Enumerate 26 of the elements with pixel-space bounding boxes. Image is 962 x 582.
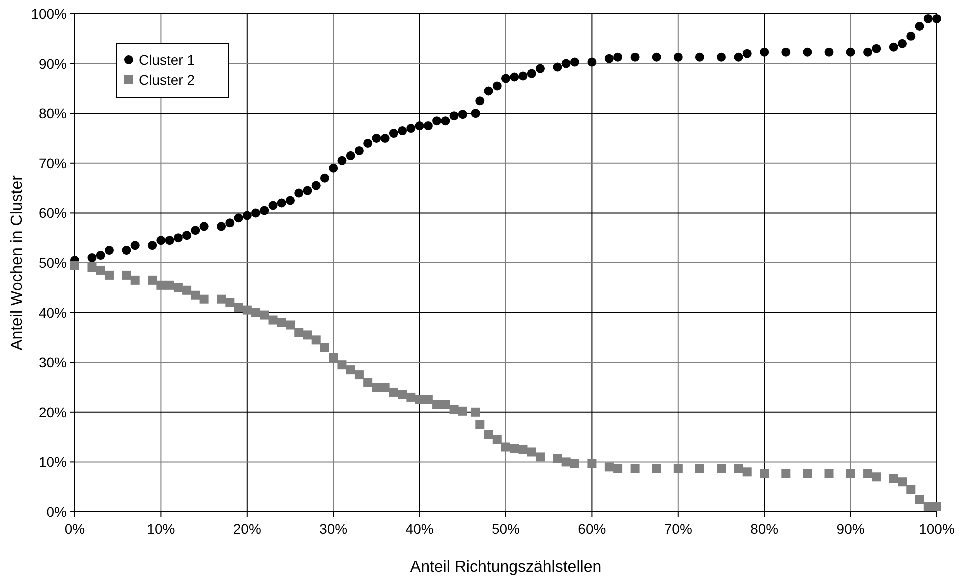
y-tick-label: 70% bbox=[38, 155, 67, 172]
x-tick-label: 40% bbox=[406, 521, 434, 537]
y-tick-label: 100% bbox=[31, 6, 67, 22]
legend-label: Cluster 2 bbox=[139, 72, 196, 88]
legend-label: Cluster 1 bbox=[139, 52, 196, 68]
x-tick-label: 20% bbox=[233, 521, 262, 537]
y-tick-label: 0% bbox=[46, 504, 67, 520]
y-tick-label: 60% bbox=[38, 205, 67, 222]
x-tick-label: 80% bbox=[750, 521, 779, 537]
x-tick-label: 70% bbox=[664, 521, 692, 537]
x-axis-title: Anteil Richtungszählstellen bbox=[410, 559, 602, 576]
y-axis-title: Anteil Wochen in Cluster bbox=[9, 174, 26, 350]
y-tick-label: 50% bbox=[38, 255, 67, 271]
x-tick-label: 100% bbox=[919, 521, 955, 537]
y-tick-label: 30% bbox=[38, 354, 67, 371]
y-tick-label: 40% bbox=[38, 304, 67, 321]
x-tick-label: 90% bbox=[836, 521, 865, 537]
x-tick-label: 10% bbox=[147, 521, 176, 537]
x-tick-label: 60% bbox=[578, 521, 606, 537]
x-tick-label: 30% bbox=[320, 521, 348, 537]
y-tick-label: 10% bbox=[38, 454, 67, 470]
y-tick-label: 80% bbox=[38, 106, 67, 122]
x-tick-label: 0% bbox=[64, 521, 86, 537]
y-tick-label: 20% bbox=[38, 404, 67, 420]
y-tick-label: 90% bbox=[38, 56, 67, 72]
x-tick-label: 50% bbox=[492, 521, 520, 537]
